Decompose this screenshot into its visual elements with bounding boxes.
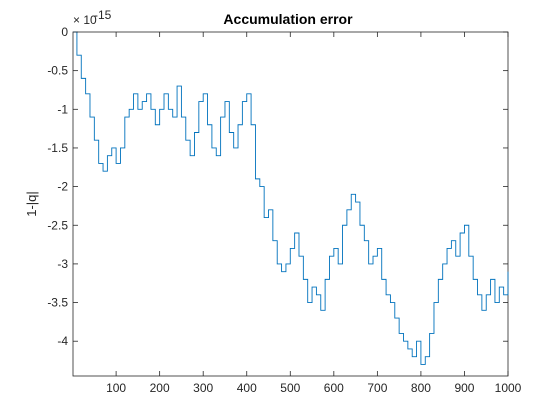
y-exponent-base: × 10 xyxy=(73,13,97,27)
y-tick-label-0: 0 xyxy=(61,25,68,39)
x-tick-label-0: 100 xyxy=(106,381,126,395)
x-tick-label-2: 300 xyxy=(193,381,213,395)
chart-title: Accumulation error xyxy=(223,11,353,27)
y-exponent-power: -15 xyxy=(94,8,112,22)
y-tick-label-1: -0.5 xyxy=(47,64,68,78)
series-line-0 xyxy=(73,31,509,365)
x-tick-label-8: 900 xyxy=(454,381,474,395)
y-tick-label-7: -3.5 xyxy=(47,296,68,310)
y-tick-label-2: -1 xyxy=(57,102,68,116)
x-tick-label-5: 600 xyxy=(324,381,344,395)
y-tick-label-4: -2 xyxy=(57,180,68,194)
y-tick-label-6: -3 xyxy=(57,257,68,271)
x-tick-label-6: 700 xyxy=(367,381,387,395)
plot-area: 100 200 300 400 500 600 700 800 900 1000 0 -0.5 -1 -1… xyxy=(47,25,521,395)
x-tick-label-3: 400 xyxy=(237,381,257,395)
x-tick-label-7: 800 xyxy=(411,381,431,395)
x-tick-label-9: 1000 xyxy=(495,381,522,395)
y-axis-label: 1-|q| xyxy=(24,191,39,217)
x-tick-label-4: 500 xyxy=(280,381,300,395)
y-tick-label-8: -4 xyxy=(57,334,68,348)
y-tick-label-3: -1.5 xyxy=(47,141,68,155)
y-exponent-label: × 10 -15 xyxy=(73,8,112,27)
plot-frame xyxy=(72,31,509,377)
x-tick-label-1: 200 xyxy=(150,381,170,395)
y-tick-label-5: -2.5 xyxy=(47,218,68,232)
